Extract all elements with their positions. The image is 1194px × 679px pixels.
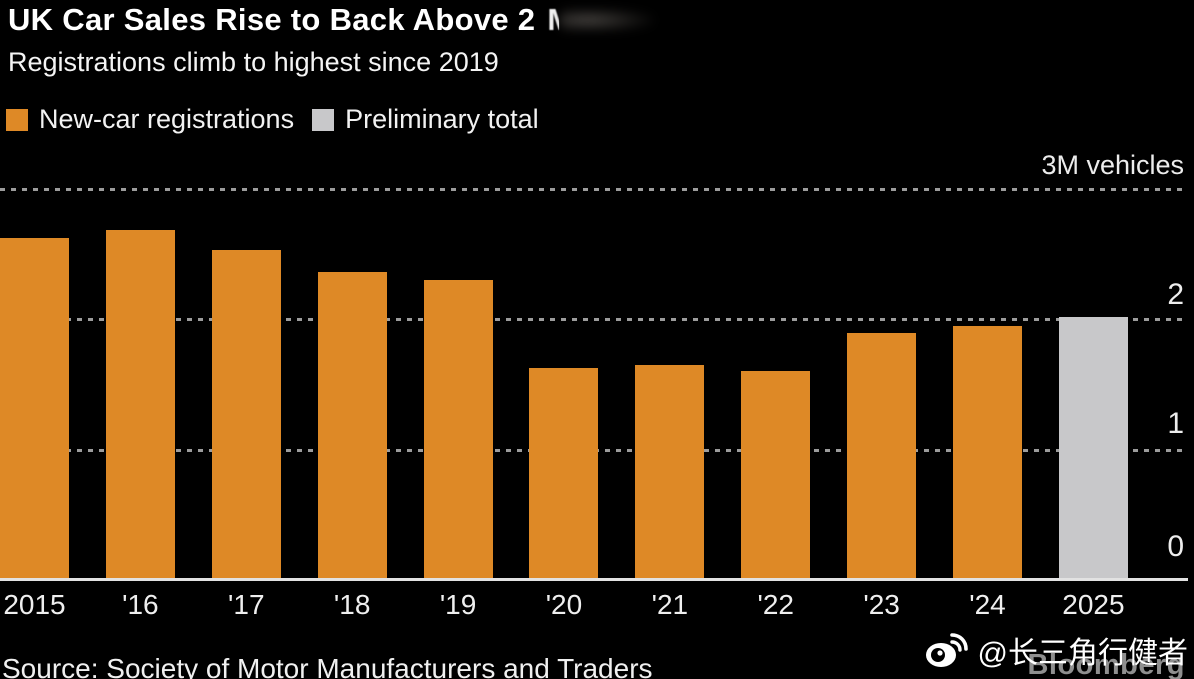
x-tick-label-24: '24 [969,589,1006,620]
x-tick-label-22: '22 [757,589,794,620]
legend-label-preliminary: Preliminary total [345,104,539,134]
x-axis-labels: 2015 '16 '17 '18 '19 '20 '21 '22 '23 '24 2025 [0,589,1128,621]
chart-title: UK Car Sales Rise to Back Above 2 M [8,2,655,38]
bar-19 [423,280,493,580]
bar-17 [211,250,281,580]
x-tick-label-17: '17 [228,589,265,620]
bloomberg-logo: Bloomberg [1027,649,1185,679]
gridline-3m [0,188,1188,191]
y-axis-unit-label: 3M vehicles [1041,150,1184,180]
source-note: Source: Society of Motor Manufacturers a… [2,653,653,679]
bar-2025 [1058,317,1128,580]
bar-24 [953,326,1023,580]
x-tick-label-2015: 2015 [3,589,66,620]
title-blur-smudge [559,8,655,32]
legend-item-new-car-registrations: New-car registrations [6,104,294,135]
x-tick-label-21: '21 [651,589,689,620]
x-axis-line [0,578,1188,581]
x-tick-label-2025: 2025 [1062,589,1125,620]
bar-22 [741,371,811,580]
title-obscured-letter: M [547,2,559,38]
bar-16 [105,230,175,580]
x-tick-label-16: '16 [122,589,159,620]
legend: New-car registrations Preliminary total [6,104,539,135]
watermark: @长三角行健者 [924,628,1188,672]
x-tick-label-23: '23 [863,589,900,620]
bar-20 [529,368,599,580]
legend-swatch-preliminary [312,108,335,131]
x-tick-label-18: '18 [333,589,371,620]
legend-label-new-car: New-car registrations [39,104,295,134]
legend-swatch-new-car [6,108,28,131]
y-tick-label-2: 2 [1167,278,1184,311]
bar-21 [635,365,705,580]
y-tick-label-0: 0 [1167,530,1184,563]
weibo-icon [925,633,968,667]
bar-23 [847,333,917,580]
x-tick-label-19: '19 [439,589,477,620]
gridline-2m [0,318,1188,321]
x-tick-label-20: '20 [545,589,583,620]
bar-2015 [0,238,69,580]
watermark-text: @长三角行健者 [977,637,1188,670]
bar-18 [317,272,387,580]
chart-title-text: UK Car Sales Rise to Back Above 2 [8,2,536,37]
y-tick-label-1: 1 [1167,407,1184,440]
legend-item-preliminary-total: Preliminary total [312,104,539,135]
chart-subtitle: Registrations climb to highest since 201… [8,47,499,77]
bars [0,190,1128,580]
